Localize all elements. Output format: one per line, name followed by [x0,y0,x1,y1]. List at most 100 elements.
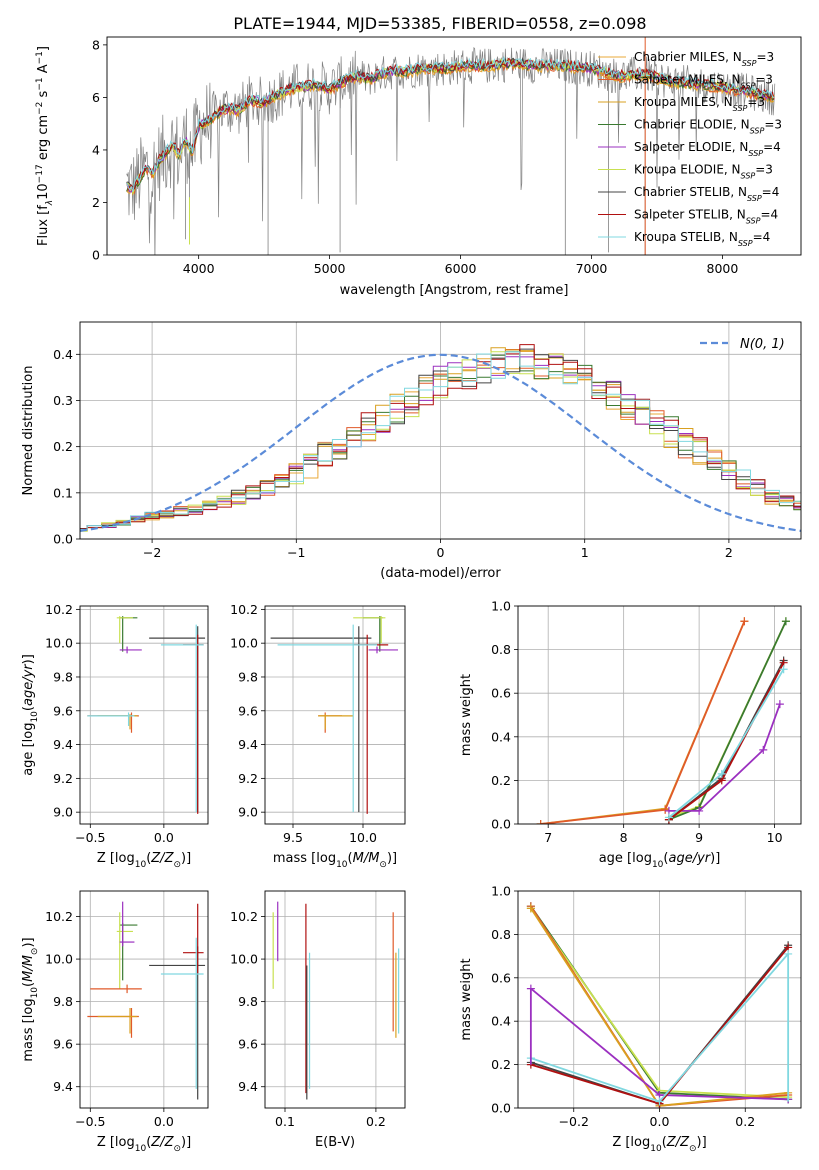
y-tick-label: 0.2 [53,439,73,454]
y-tick-label: 9.2 [53,771,73,786]
mass-weight-marker [536,820,545,824]
y-tick-label: 0.0 [491,1101,511,1116]
spectrum-legend: Chabrier MILES, NSSP=3 Salpeter MILES, NS… [598,50,782,248]
residual-histogram [80,351,801,530]
legend-entry: Kroupa STELIB, NSSP=4 [634,230,770,248]
y-tick-label: 1.0 [491,599,511,614]
y-tick-label: 9.2 [238,771,258,786]
mass-weight-marker [779,665,788,674]
age-vs-mass-panel: 9.5 10.0 9.0 9.2 9.4 9.6 9.8 10.0 10.2 mass [log1… [230,602,406,870]
x-tick-label: 10.0 [349,830,377,845]
axes-frame [106,36,802,256]
legend-entry: Salpeter STELIB, NSSP=4 [634,208,778,226]
mass-weight-marker [775,700,784,709]
y-tick-label: 2 [92,195,100,210]
axes-frame [517,890,802,1109]
x-axis-label: Z [log10(Z/Z⊙)] [97,1135,191,1154]
y-tick-label: 4 [92,142,100,157]
y-tick-label: 9.4 [238,1079,258,1094]
axes-frame [79,321,802,540]
mass-vs-ebv-panel: 0.1 0.2 9.4 9.6 9.8 10.0 10.2 E(B-V) [230,890,406,1150]
y-tick-label: 0.0 [53,532,73,547]
y-tick-label: 9.0 [238,805,258,820]
mass-weight-vs-Z-plot-area [526,902,793,1108]
x-tick-label: 7 [544,830,552,845]
x-axis-label: mass [log10(M/M⊙)] [273,851,397,870]
residuals-plot-area [80,344,801,532]
x-tick-label: 8000 [707,261,739,276]
y-axis-label: mass weight [459,958,474,1040]
y-tick-label: 10.2 [45,602,73,617]
mass-weight-marker [717,769,726,778]
x-tick-label: −2 [143,545,161,560]
y-tick-label: 9.8 [238,669,258,684]
x-tick-label: 1 [581,545,589,560]
x-axis-label: wavelength [Angstrom, rest frame] [340,283,569,298]
x-tick-label: 0.0 [650,1114,670,1129]
legend-entry: Kroupa MILES, NSSP=3 [634,95,765,113]
x-axis-label: (data-model)/error [380,566,501,581]
mass-weight-marker [759,745,768,754]
residual-histogram [80,351,801,531]
residual-legend: N(0, 1) [700,337,785,352]
x-axis-label: Z [log10(Z/Z⊙)] [97,851,191,870]
x-tick-label: 0.2 [735,1114,755,1129]
mass-weight-line [540,620,746,824]
y-tick-label: 9.6 [238,703,258,718]
y-tick-label: 9.6 [53,1037,73,1052]
x-tick-label: 9 [695,830,703,845]
spectrum-plot-area [126,37,776,255]
x-tick-label: 0.0 [154,1114,174,1129]
spectrum-panel: 4000 5000 6000 7000 8000 0 2 4 6 8 wavelength [Ang… [35,36,802,298]
y-tick-label: 9.4 [53,737,73,752]
axes-frame [79,605,209,825]
y-tick-label: 0.6 [491,970,511,985]
y-tick-label: 9.6 [53,703,73,718]
x-tick-label: 8 [620,830,628,845]
y-tick-label: 9.8 [238,994,258,1009]
y-tick-label: 1.0 [491,884,511,899]
residual-histogram [80,355,801,532]
residual-histogram [80,348,801,529]
x-tick-label: 5000 [314,261,346,276]
x-tick-label: 10 [767,830,783,845]
x-tick-label: −0.2 [559,1114,589,1129]
model-fit-line [126,57,775,195]
y-axis-label: Flux [fλ10−17 erg cm−2 s−1 A−1] [35,46,55,246]
y-axis-label: mass [log10(M/M⊙)] [21,937,40,1061]
x-tick-label: 0.2 [366,1114,386,1129]
age-vs-Z-plot-area [87,616,206,814]
axes-frame [79,890,209,1109]
y-tick-label: 9.0 [53,805,73,820]
x-axis-label: Z [log10(Z/Z⊙)] [612,1135,706,1154]
y-tick-label: 0.3 [53,393,73,408]
legend-entry: N(0, 1) [740,337,785,352]
mass-vs-Z-plot-area [87,901,206,1100]
legend-entry: Salpeter ELODIE, NSSP=4 [634,140,781,158]
figure-title: PLATE=1944, MJD=53385, FIBERID=0558, z=0… [233,14,646,33]
mass-weight-marker [661,805,670,814]
y-tick-label: 9.4 [53,1079,73,1094]
y-tick-label: 0.8 [491,927,511,942]
mass-weight-vs-age-panel: 7 8 9 10 0.0 0.2 0.4 0.6 0.8 1.0 age [log10(age/yr… [459,599,802,870]
y-tick-label: 10.2 [230,909,258,924]
y-tick-label: 10.0 [230,952,258,967]
y-tick-label: 9.4 [238,737,258,752]
x-tick-label: 0 [437,545,445,560]
y-tick-label: 0.6 [491,686,511,701]
y-tick-label: 10.0 [45,636,73,651]
y-tick-label: 0.2 [491,1057,511,1072]
axes-frame [264,605,406,825]
age-vs-mass-plot-area [270,616,398,814]
mass-vs-ebv-plot-area [272,901,400,1100]
mass-weight-line [540,620,746,824]
model-fit-line [126,56,775,192]
age-vs-Z-panel: −0.5 0.0 9.0 9.2 9.4 9.6 9.8 10.0 10.2 Z [log10(Z… [21,602,209,870]
y-tick-label: 10.0 [230,636,258,651]
mass-weight-marker [695,806,704,815]
y-tick-label: 10.2 [230,602,258,617]
mass-weight-vs-age-plot-area [536,617,790,824]
x-tick-label: 2 [725,545,733,560]
y-tick-label: 9.8 [53,994,73,1009]
